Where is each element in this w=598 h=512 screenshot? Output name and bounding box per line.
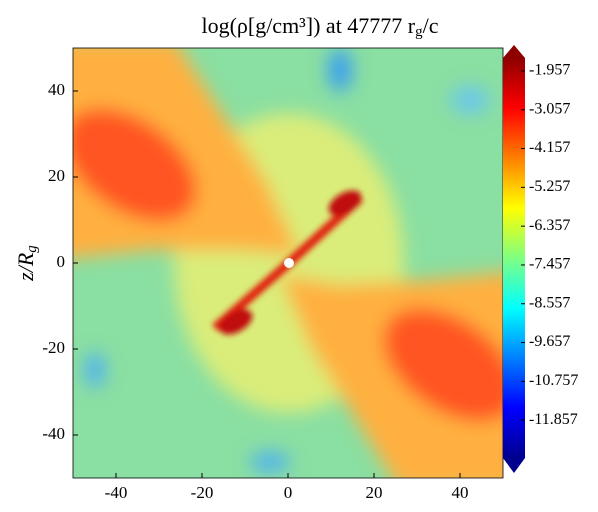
colorbar-tick-label: -8.557 — [529, 294, 570, 311]
colorbar-tick-label: -7.457 — [529, 256, 570, 273]
x-tick-label: 0 — [284, 483, 293, 502]
x-tick-label: 20 — [366, 483, 383, 502]
x-tick-label: -40 — [105, 483, 128, 502]
colorbar-tick-label: -4.157 — [529, 139, 570, 156]
y-axis-label: z/Rg — [13, 245, 40, 282]
colorbar-bottom — [503, 458, 525, 473]
y-tick-label: 0 — [57, 252, 66, 271]
y-tick-label: 20 — [48, 166, 65, 185]
colorbar-tick-label: -1.957 — [529, 62, 570, 79]
x-tick-label: 40 — [452, 483, 469, 502]
colorbar-tick-label: -3.057 — [529, 100, 570, 117]
colorbar-ticks: -1.957 -3.057 -4.157 -5.257 -6.357 -7.457 -8.5… — [521, 62, 578, 428]
colorbar-tick-label: -6.357 — [529, 217, 570, 234]
colorbar-tick-label: -10.757 — [529, 372, 578, 389]
density-map — [73, 48, 503, 478]
colorbar-tick-label: -5.257 — [529, 178, 570, 195]
chart-title: log(ρ[g/cm³]) at 47777 rg/c — [201, 13, 438, 40]
colorbar — [503, 58, 525, 458]
ylabel-text: z/R — [13, 252, 38, 282]
colorbar-tick-label: -9.657 — [529, 333, 570, 350]
title-text: log(ρ[g/cm³]) at 47777 r — [201, 13, 415, 38]
y-tick-label: -40 — [42, 424, 65, 443]
y-tick-label: -20 — [42, 338, 65, 357]
colorbar-tick-label: -11.857 — [529, 411, 578, 428]
colorbar-top — [503, 45, 525, 58]
y-tick-label: 40 — [48, 80, 65, 99]
x-tick-label: -20 — [191, 483, 214, 502]
ylabel-sub: g — [24, 245, 40, 253]
title-sub: g — [415, 24, 423, 40]
title-tail: /c — [423, 13, 439, 38]
